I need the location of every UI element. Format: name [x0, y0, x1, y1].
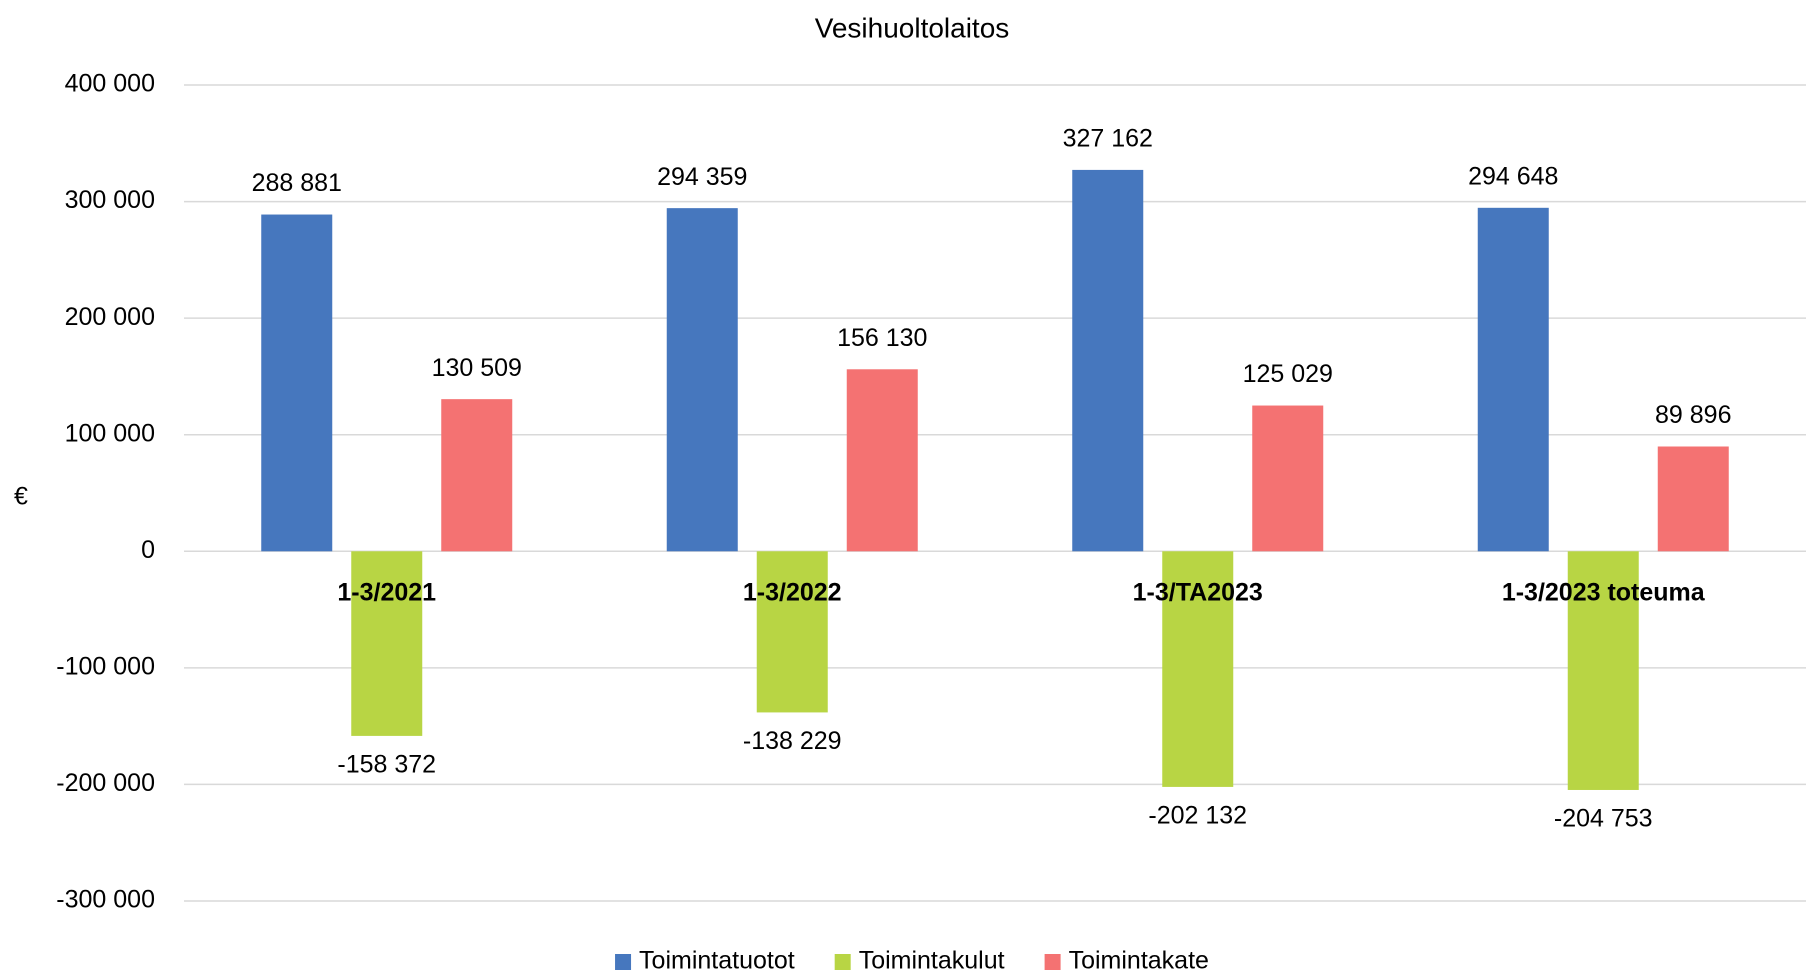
legend-label: Toimintakate — [1069, 947, 1209, 975]
y-tick-label: -100 000 — [56, 652, 155, 680]
legend-label: Toimintakulut — [859, 947, 1005, 975]
y-tick-label: 100 000 — [65, 419, 155, 447]
y-tick-label: -200 000 — [56, 769, 155, 797]
legend-label: Toimintatuotot — [639, 947, 795, 975]
y-tick-label: 200 000 — [65, 303, 155, 331]
bar — [666, 208, 738, 552]
y-tick-label: -300 000 — [56, 886, 155, 914]
x-tick-label: 1-3/2022 — [743, 579, 842, 607]
data-label: 288 881 — [252, 169, 342, 197]
x-tick-label: 1-3/2021 — [337, 579, 436, 607]
bar — [351, 551, 423, 736]
bar — [1477, 207, 1549, 552]
data-label: -204 753 — [1554, 805, 1653, 833]
y-tick-label: 0 — [141, 536, 155, 564]
bar — [756, 551, 828, 713]
bar — [846, 369, 918, 552]
bar — [1162, 551, 1234, 787]
y-tick-label: 300 000 — [65, 186, 155, 214]
data-label: 130 509 — [432, 354, 522, 382]
bar — [441, 399, 513, 552]
data-label: 156 130 — [837, 324, 927, 352]
data-label: -138 229 — [743, 727, 842, 755]
legend-swatch — [834, 954, 851, 970]
legend-swatch — [615, 954, 632, 970]
data-label: 294 359 — [657, 163, 747, 191]
bar — [1252, 405, 1324, 552]
data-label: -202 132 — [1148, 802, 1247, 830]
data-label: 327 162 — [1063, 125, 1153, 153]
bar — [1567, 551, 1639, 790]
data-label: 294 648 — [1468, 162, 1558, 190]
data-label: 125 029 — [1243, 360, 1333, 388]
x-tick-label: 1-3/TA2023 — [1133, 579, 1263, 607]
y-tick-label: 400 000 — [65, 70, 155, 98]
bar — [261, 214, 333, 552]
y-axis-label: € — [14, 483, 28, 511]
chart-title: Vesihuoltolaitos — [815, 12, 1010, 43]
x-tick-label: 1-3/2023 toteuma — [1502, 579, 1706, 607]
data-label: 89 896 — [1655, 401, 1731, 429]
data-label: -158 372 — [337, 751, 436, 779]
legend-swatch — [1044, 954, 1061, 970]
bar — [1072, 169, 1144, 552]
bar — [1657, 446, 1729, 552]
